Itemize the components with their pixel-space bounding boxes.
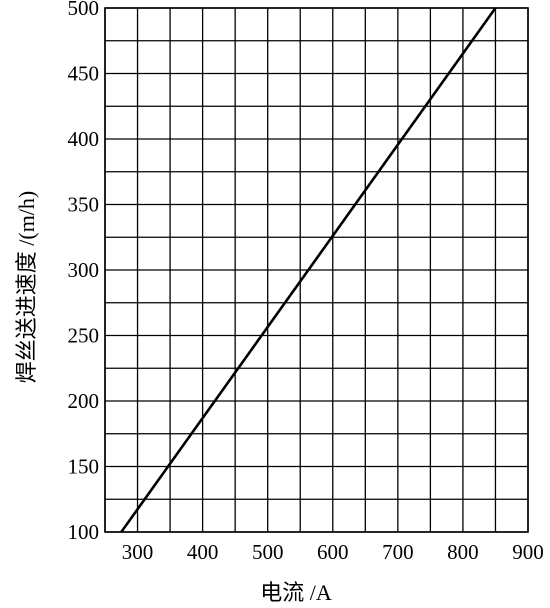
x-tick-label: 500 [252, 540, 284, 564]
y-axis-label: 焊丝送进速度 /(m/h) [14, 191, 39, 384]
y-tick-label: 250 [68, 324, 100, 348]
y-tick-label: 350 [68, 193, 100, 217]
y-tick-labels: 100 150 200 250 300 350 400 450 500 [68, 0, 100, 544]
y-tick-label: 400 [68, 127, 100, 151]
series-line-0 [120, 7, 497, 533]
y-tick-label: 500 [68, 0, 100, 20]
x-tick-label: 900 [512, 540, 544, 564]
x-tick-label: 700 [382, 540, 414, 564]
x-tick-label: 300 [122, 540, 154, 564]
x-tick-label: 800 [447, 540, 479, 564]
y-tick-label: 150 [68, 455, 100, 479]
x-tick-label: 600 [317, 540, 349, 564]
y-tick-label: 450 [68, 62, 100, 86]
y-tick-label: 300 [68, 258, 100, 282]
x-tick-labels: 300 400 500 600 700 800 900 [122, 540, 544, 564]
x-axis-label: 电流 /A [260, 580, 332, 605]
series-group [120, 7, 497, 533]
y-tick-label: 100 [68, 520, 100, 544]
plot-frame [104, 7, 529, 533]
y-tick-label: 200 [68, 389, 100, 413]
grid [104, 7, 529, 533]
x-tick-label: 400 [187, 540, 219, 564]
